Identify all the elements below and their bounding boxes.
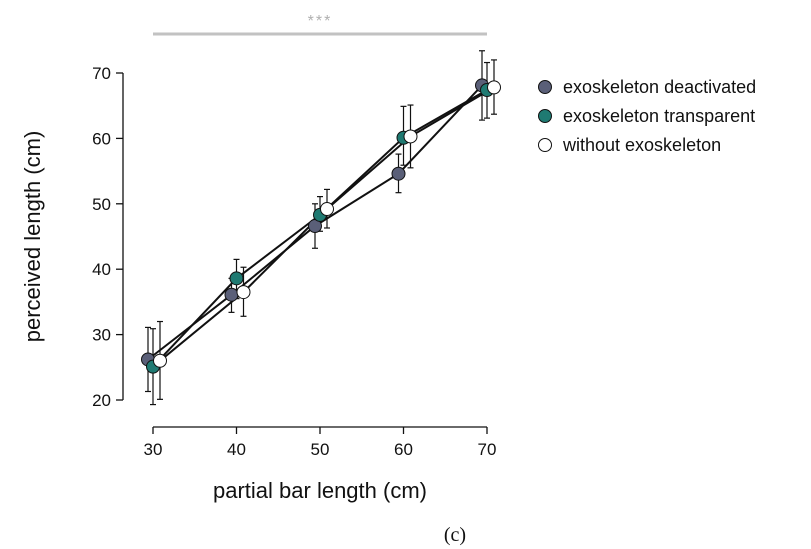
significance-bar: *** [153, 13, 487, 36]
y-tick-label: 60 [92, 129, 111, 148]
data-point [224, 287, 239, 302]
legend-marker [538, 80, 552, 94]
plot-area [141, 50, 501, 406]
legend-marker [538, 138, 552, 152]
legend-label: exoskeleton deactivated [563, 77, 756, 97]
panel-label: (c) [444, 524, 466, 546]
x-tick-label: 40 [227, 440, 246, 459]
y-axis-title: perceived length (cm) [20, 131, 45, 343]
x-axis: 30 40 50 60 70 [144, 426, 497, 459]
y-tick-label: 70 [92, 64, 111, 83]
legend-label: without exoskeleton [562, 135, 721, 155]
legend-marker [538, 109, 552, 123]
data-point [391, 166, 406, 181]
x-tick-label: 50 [311, 440, 330, 459]
significance-label: *** [308, 13, 333, 30]
data-points [141, 78, 501, 374]
data-point [229, 271, 244, 286]
x-axis-title: partial bar length (cm) [213, 478, 427, 503]
data-point [236, 285, 251, 300]
y-tick-label: 50 [92, 195, 111, 214]
x-tick-label: 70 [478, 440, 497, 459]
y-tick-label: 40 [92, 260, 111, 279]
legend-label: exoskeleton transparent [563, 106, 755, 126]
x-tick-label: 60 [394, 440, 413, 459]
data-point [403, 129, 418, 144]
data-point [320, 202, 334, 217]
x-tick-label: 30 [144, 440, 163, 459]
data-point [487, 80, 501, 95]
legend: exoskeleton deactivated exoskeleton trans… [538, 77, 756, 155]
y-axis: 20 30 40 50 60 70 [92, 64, 124, 410]
data-point [153, 353, 167, 368]
y-tick-label: 20 [92, 391, 111, 410]
y-tick-label: 30 [92, 326, 111, 345]
